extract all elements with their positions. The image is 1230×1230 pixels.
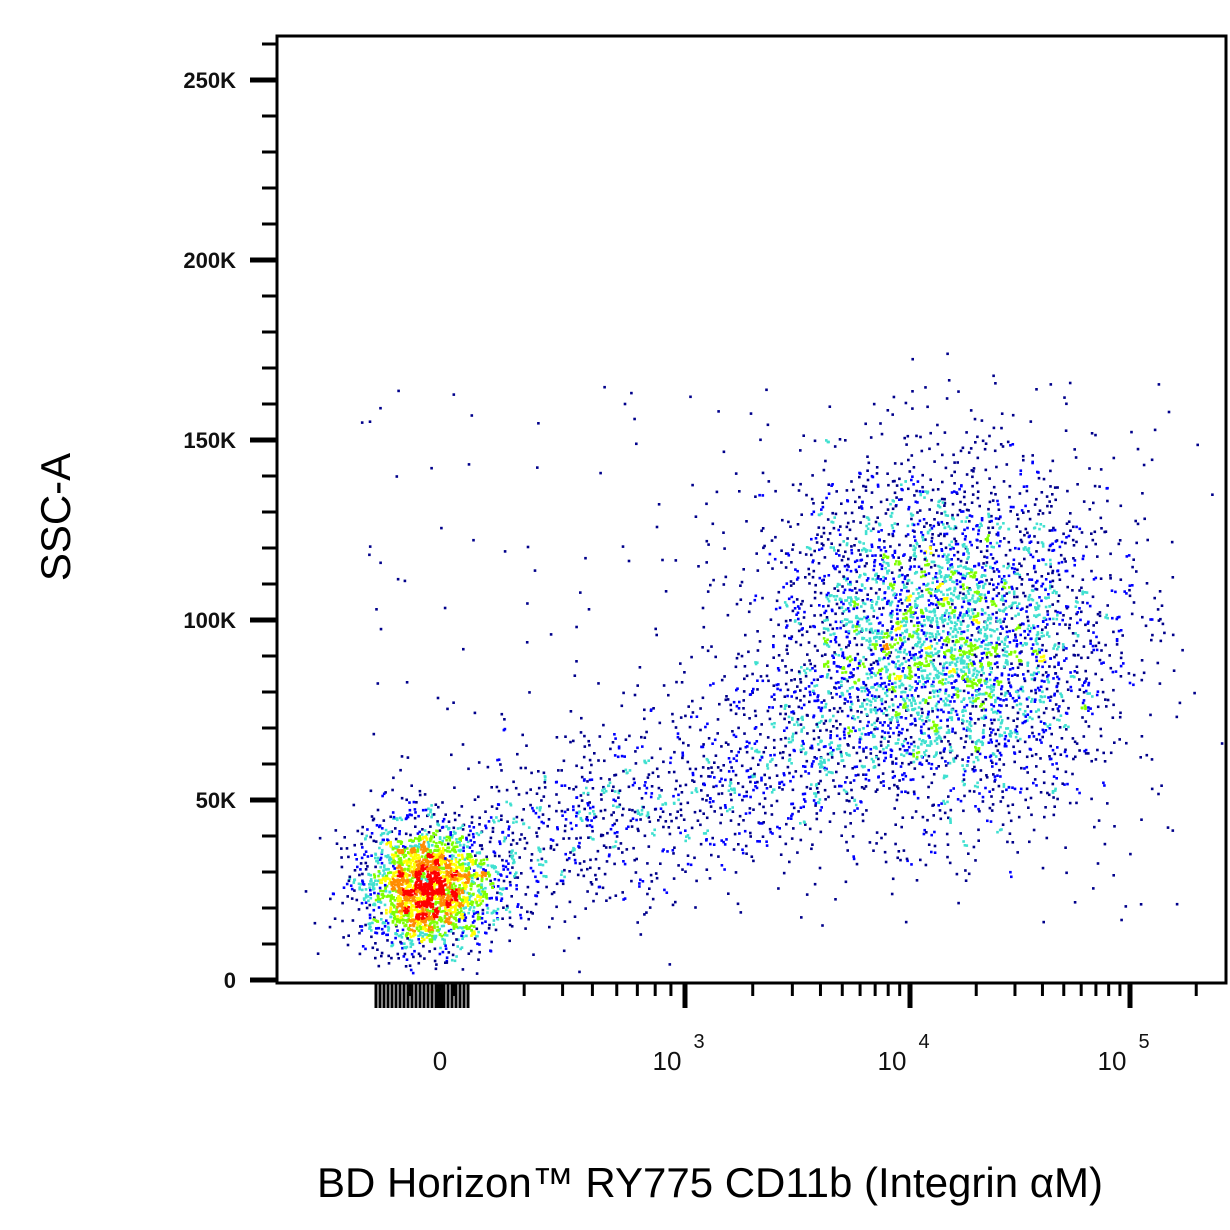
- y-axis-title: SSC-A: [32, 453, 79, 581]
- x-tick-label: 10: [1098, 1046, 1127, 1076]
- y-tick-label: 200K: [183, 248, 236, 273]
- x-tick-exponent: 5: [1138, 1031, 1149, 1053]
- y-tick-label: 250K: [183, 68, 236, 93]
- x-tick-exponent: 4: [918, 1031, 929, 1053]
- x-tick-label: 0: [433, 1046, 447, 1076]
- y-tick-label: 0: [224, 968, 236, 993]
- y-tick-label: 100K: [183, 608, 236, 633]
- y-tick-label: 150K: [183, 428, 236, 453]
- x-tick-exponent: 3: [693, 1031, 704, 1053]
- scatter-points: [304, 352, 1224, 975]
- y-axis: 0 50K 100K 150K 200K 250K: [183, 42, 277, 993]
- x-tick-label: 10: [878, 1046, 907, 1076]
- x-tick-label: 10: [653, 1046, 682, 1076]
- x-axis: 0 10 3 10 4 10 5: [374, 983, 1198, 1076]
- y-tick-label: 50K: [196, 788, 236, 813]
- x-axis-title: BD Horizon™ RY775 CD11b (Integrin αM): [317, 1159, 1103, 1206]
